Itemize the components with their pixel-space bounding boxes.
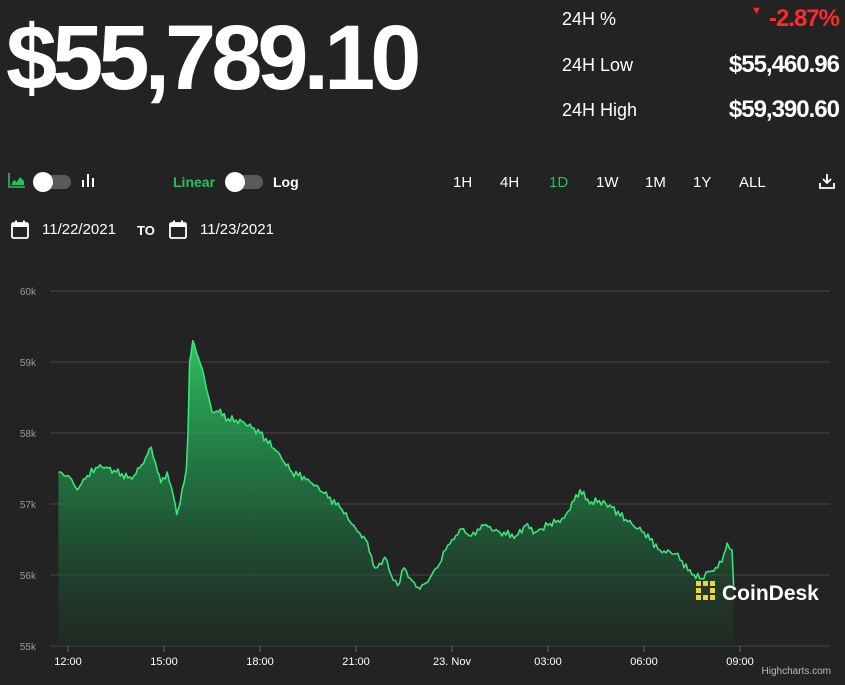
x-tick-label: 03:00: [534, 656, 562, 668]
stat-24h-high: 24H High $59,390.60: [562, 96, 840, 123]
low-label: 24H Low: [562, 54, 634, 75]
x-tick-label: 12:00: [54, 656, 82, 668]
calendar-start-icon[interactable]: [11, 220, 29, 239]
range-1w[interactable]: 1W: [596, 174, 619, 191]
linear-scale-label[interactable]: Linear: [173, 174, 216, 190]
stat-24h-change: 24H % ▼ -2.87%: [562, 5, 840, 33]
x-tick-label: 23. Nov: [433, 656, 471, 668]
y-tick-label: 57k: [20, 500, 37, 511]
scale-toggle-knob: [225, 172, 245, 192]
change-value-text: -2.87%: [768, 5, 840, 32]
chart-toolbar: Linear Log 1H 4H 1D 1W 1M 1Y ALL: [0, 166, 845, 198]
price-series-line[interactable]: [58, 339, 735, 590]
low-value: $55,460.96: [728, 51, 840, 78]
change-label: 24H %: [562, 8, 617, 29]
download-icon[interactable]: [818, 172, 836, 190]
x-tick-label: 21:00: [342, 656, 370, 668]
down-triangle-icon: ▼: [751, 5, 762, 17]
stat-24h-low: 24H Low $55,460.96: [562, 51, 840, 78]
range-1h[interactable]: 1H: [453, 174, 473, 191]
range-all[interactable]: ALL: [739, 174, 766, 191]
current-price: $55,789.10: [6, 7, 421, 109]
coindesk-logo-icon: [696, 581, 715, 600]
coindesk-watermark: CoinDesk: [696, 581, 819, 605]
range-4h[interactable]: 4H: [500, 174, 520, 191]
y-tick-label: 60k: [20, 287, 37, 298]
range-1y[interactable]: 1Y: [693, 174, 712, 191]
bar-chart-icon[interactable]: [80, 172, 96, 188]
start-date[interactable]: 11/22/2021: [42, 221, 116, 238]
area-chart-icon[interactable]: [8, 172, 26, 188]
date-range: 11/22/2021 TO 11/23/2021: [0, 218, 400, 242]
high-value: $59,390.60: [728, 96, 840, 123]
coindesk-wordmark: CoinDesk: [722, 582, 819, 605]
highcharts-credits[interactable]: Highcharts.com: [761, 666, 831, 677]
scale-toggle[interactable]: [225, 172, 263, 192]
x-tick-label: 06:00: [630, 656, 658, 668]
range-1m[interactable]: 1M: [645, 174, 666, 191]
log-scale-label[interactable]: Log: [273, 174, 299, 190]
high-label: 24H High: [562, 99, 638, 120]
y-tick-label: 59k: [20, 358, 37, 369]
range-1d[interactable]: 1D: [549, 174, 569, 191]
x-tick-label: 18:00: [246, 656, 274, 668]
y-tick-label: 55k: [20, 642, 37, 653]
y-tick-label: 58k: [20, 429, 37, 440]
y-tick-label: 56k: [20, 571, 37, 582]
chart-type-toggle-knob: [33, 172, 53, 192]
x-tick-label: 09:00: [726, 656, 754, 668]
chart-type-toggle[interactable]: [33, 172, 71, 192]
to-label: TO: [137, 223, 155, 238]
price-area-fill: [58, 340, 734, 646]
calendar-end-icon[interactable]: [169, 220, 187, 239]
change-value: ▼ -2.87%: [751, 5, 840, 33]
x-tick-label: 15:00: [150, 656, 178, 668]
end-date[interactable]: 11/23/2021: [200, 221, 274, 238]
